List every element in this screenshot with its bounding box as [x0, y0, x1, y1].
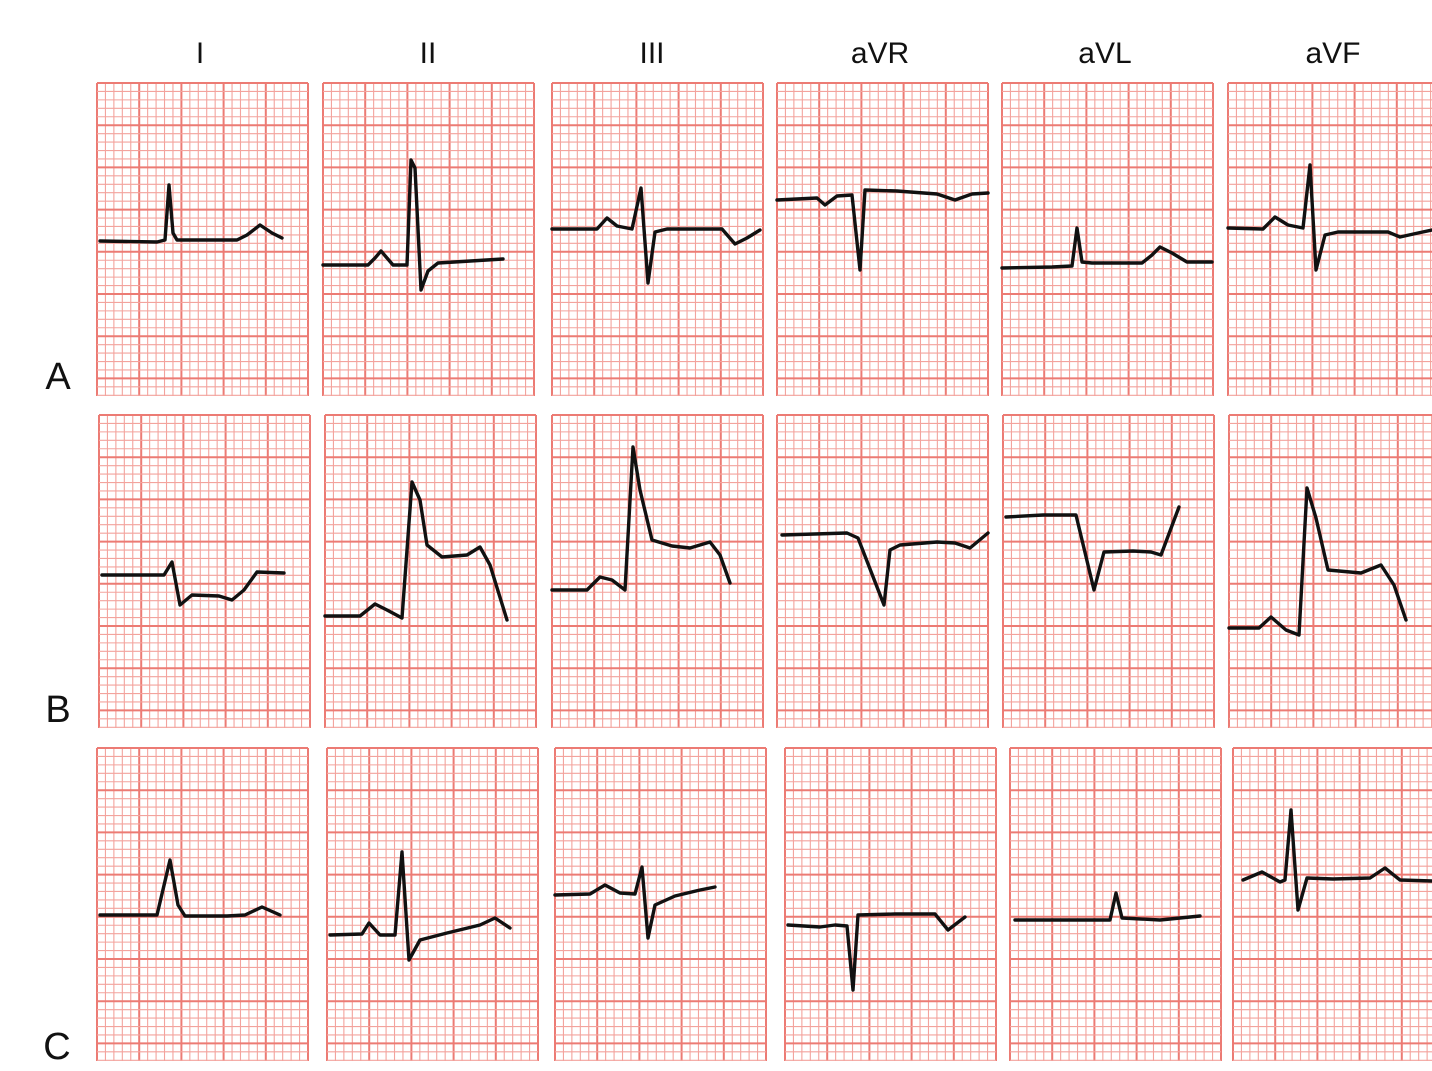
ecg-trace: [1004, 505, 1181, 592]
grid-paper: [555, 748, 766, 1061]
ecg-trace: [553, 865, 717, 940]
grid-paper: [1002, 83, 1213, 396]
ecg-trace: [328, 850, 512, 962]
lead-label: III: [639, 37, 664, 70]
grid-paper: [1233, 748, 1432, 1061]
lead-label: II: [420, 37, 437, 70]
ecg-panel: [323, 414, 537, 728]
ecg-trace: [775, 188, 990, 272]
grid-paper: [1228, 83, 1432, 396]
ecg-trace: [323, 480, 509, 622]
row-label: C: [43, 1026, 70, 1068]
grid-paper: [97, 748, 308, 1061]
ecg-trace: [786, 912, 967, 992]
ecg-panel: [776, 414, 990, 728]
ecg-panel: [98, 414, 311, 728]
ecg-trace: [1227, 486, 1408, 637]
ecg-trace: [550, 445, 732, 592]
row-label: A: [45, 356, 71, 398]
ecg-trace: [1226, 163, 1432, 272]
grid-paper: [1010, 748, 1221, 1061]
grid-paper: [777, 83, 988, 396]
grid-paper: [552, 83, 763, 396]
ecg-panel: [326, 747, 539, 1061]
ecg-panel: [96, 747, 309, 1061]
grid-paper: [777, 415, 988, 728]
grid-paper: [552, 415, 763, 728]
ecg-panel: [1227, 414, 1432, 728]
ecg-trace: [1000, 226, 1214, 270]
ecg-trace: [321, 158, 505, 292]
grid-paper: [323, 83, 534, 396]
lead-label: aVL: [1078, 37, 1131, 70]
grid-paper: [327, 748, 538, 1061]
ecg-panel: [1232, 747, 1432, 1061]
ecg-panel: [784, 747, 997, 1061]
ecg-trace: [1013, 891, 1202, 922]
grid-paper: [1003, 415, 1214, 728]
lead-label: I: [196, 37, 204, 70]
ecg-panel: [321, 82, 535, 396]
grid-paper: [785, 748, 996, 1061]
ecg-panel: [1002, 414, 1215, 728]
ecg-trace: [98, 183, 284, 244]
ecg-panel: [1009, 747, 1222, 1061]
ecg-panel: [1226, 82, 1432, 396]
ecg-trace: [1241, 808, 1432, 912]
ecg-panel: [550, 414, 764, 728]
grid-paper: [325, 415, 536, 728]
ecg-trace: [98, 858, 282, 918]
ecg-panel: [553, 747, 767, 1061]
ecg-trace: [100, 560, 286, 607]
lead-label: aVR: [851, 37, 909, 70]
ecg-panel: [775, 82, 990, 396]
ecg-trace: [780, 531, 990, 607]
ecg-panel: [1000, 82, 1214, 396]
row-label: B: [45, 689, 70, 731]
lead-label: aVF: [1305, 37, 1360, 70]
ecg-panel: [96, 82, 309, 396]
ecg-panel: [550, 82, 764, 396]
ecg-trace: [550, 186, 762, 285]
